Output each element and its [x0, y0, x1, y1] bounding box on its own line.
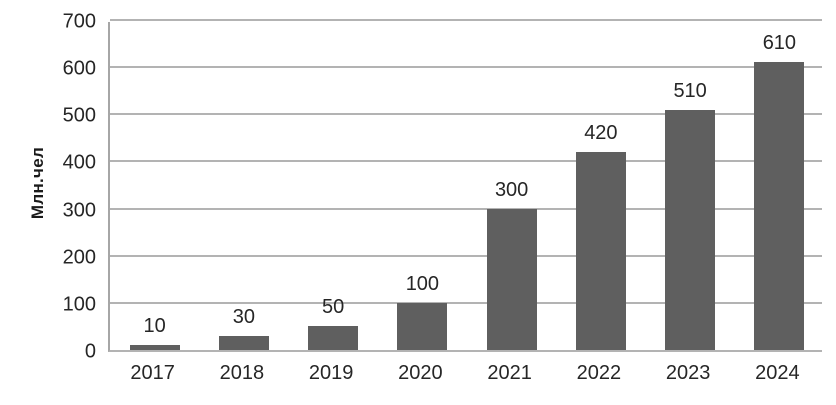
x-axis-tick-label: 2022 — [576, 362, 622, 384]
x-axis-tick-label: 2017 — [130, 362, 175, 384]
bar-2019 — [308, 326, 359, 350]
bar-2022 — [575, 152, 626, 350]
x-axis-tick-label: 2018 — [219, 362, 265, 384]
gridline — [110, 207, 822, 210]
bar-2017 — [129, 345, 180, 350]
bar-value-label: 50 — [322, 296, 345, 319]
x-axis-tick-label: 2020 — [398, 362, 443, 384]
gridline — [110, 160, 822, 163]
y-axis-tick-label: 500 — [62, 104, 96, 127]
y-axis-tick-label: 300 — [62, 199, 96, 222]
bar-2024 — [754, 62, 805, 350]
bar-value-label: 100 — [405, 272, 440, 295]
gridline — [110, 113, 822, 116]
y-axis-tick-label: 400 — [62, 151, 96, 174]
bar-2021 — [486, 208, 537, 350]
x-axis-tick-label: 2023 — [665, 362, 711, 384]
x-axis-tick-label: 2021 — [487, 362, 532, 384]
y-axis-tick-label: 700 — [62, 10, 96, 33]
gridline — [110, 66, 822, 69]
y-axis-tick-label: 600 — [62, 57, 96, 80]
y-axis-tick-label: 200 — [62, 246, 96, 269]
gridline — [110, 19, 822, 21]
bar-value-label: 510 — [673, 79, 707, 102]
x-axis-tick-label: 2019 — [308, 362, 354, 384]
bar-2023 — [665, 109, 716, 350]
bar-2020 — [397, 302, 448, 350]
bar-value-label: 420 — [584, 122, 618, 144]
x-axis-tick-label: 2024 — [755, 362, 800, 384]
y-axis-tick-label: 0 — [84, 340, 96, 363]
bar-2018 — [218, 335, 269, 350]
bar-value-label: 10 — [143, 315, 166, 338]
gridline — [110, 254, 822, 257]
bar-value-label: 610 — [762, 32, 797, 55]
gridline — [110, 301, 822, 304]
y-axis-tick-label: 100 — [62, 293, 96, 316]
bar-value-label: 30 — [232, 305, 255, 328]
bar-value-label: 300 — [494, 178, 529, 201]
plot-area: 10 30 50 100 300 420 510 610 — [108, 19, 822, 352]
